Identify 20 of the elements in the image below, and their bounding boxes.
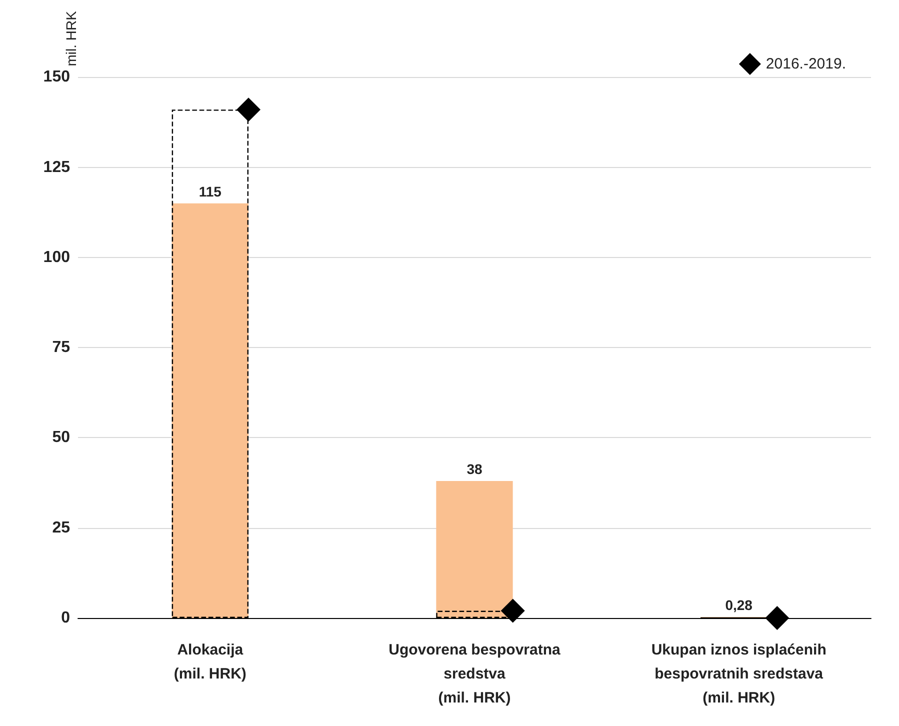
x-tick-label: Alokacija (mil. HRK) <box>174 642 246 682</box>
y-tick-label: 75 <box>52 339 70 356</box>
point <box>236 98 260 122</box>
point <box>500 598 525 623</box>
y-tick-label: 0 <box>61 610 70 626</box>
y-axis-title: mil. HRK <box>63 10 79 66</box>
point <box>765 606 790 630</box>
x-tick-label: Ugovorena bespovratna sredstva (mil. HRK) <box>388 642 562 706</box>
y-tick-label: 25 <box>52 519 70 536</box>
bar <box>172 203 248 618</box>
y-tick-label: 50 <box>52 429 70 446</box>
data-label: 38 <box>466 460 482 477</box>
data-label: 0,28 <box>725 596 753 613</box>
x-tick-label: Ukupan iznos isplaćenih bespovratnih sredstava (mil. HRK) <box>651 642 826 706</box>
bar <box>436 480 513 618</box>
y-tick-label: 125 <box>43 158 70 176</box>
y-tick-label: 100 <box>43 248 70 266</box>
y-tick-label: 150 <box>43 68 70 86</box>
legend-label: 2016.-2019. <box>766 56 846 72</box>
data-label: 115 <box>198 183 222 200</box>
